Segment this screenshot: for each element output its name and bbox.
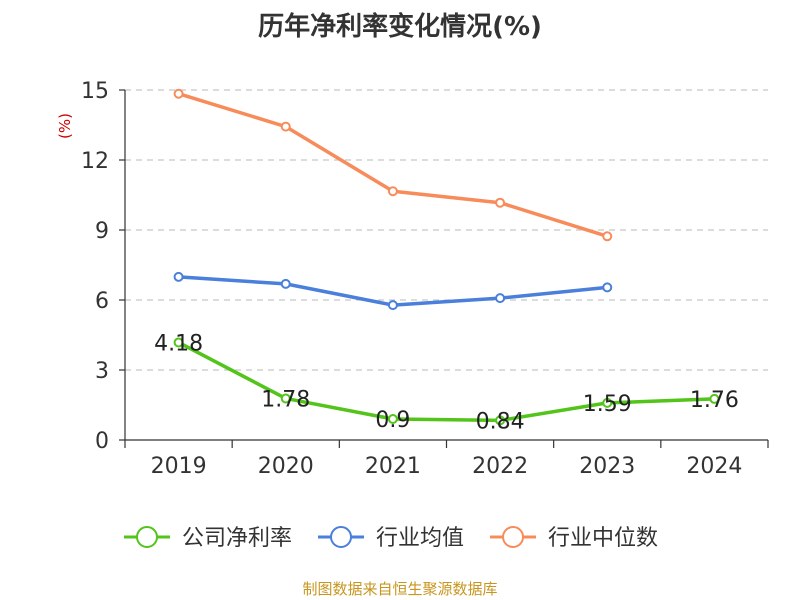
data-point — [280, 278, 291, 289]
data-label: 4.18 — [154, 331, 203, 356]
data-label: 1.76 — [690, 388, 739, 413]
x-tick-label: 2022 — [472, 454, 528, 479]
series-line — [176, 340, 717, 423]
data-label: 0.9 — [375, 408, 410, 433]
y-tick-label: 12 — [81, 149, 109, 174]
x-tick-label: 2019 — [151, 454, 207, 479]
legend-marker — [502, 526, 525, 548]
chart-title: 历年净利率变化情况(%) — [258, 12, 542, 42]
x-tick-label: 2020 — [258, 454, 314, 479]
legend-marker — [330, 526, 353, 548]
x-tick-label: 2024 — [686, 454, 742, 479]
series-line — [176, 91, 609, 239]
data-label: 0.84 — [476, 409, 525, 434]
data-point — [173, 337, 184, 348]
data-point — [495, 197, 506, 208]
y-tick-label: 15 — [81, 79, 109, 104]
data-point — [280, 121, 291, 132]
data-point — [602, 231, 613, 242]
data-point — [495, 293, 506, 304]
axes: 0 3 6 9 12 15 2019 2020 2021 2022 2023 2024 — [81, 79, 769, 479]
legend-label: 行业中位数 — [548, 526, 658, 551]
legend[interactable]: 公司净利率 行业均值 行业中位数 — [124, 526, 658, 551]
x-tick-label: 2021 — [365, 454, 421, 479]
data-point — [387, 414, 398, 424]
y-tick-label: 0 — [95, 429, 109, 454]
y-tick-label: 3 — [95, 359, 109, 384]
data-point — [387, 300, 398, 311]
data-point — [387, 186, 398, 197]
data-point — [602, 282, 613, 293]
data-point — [709, 393, 720, 404]
data-point — [280, 393, 291, 404]
legend-item[interactable]: 行业中位数 — [490, 526, 658, 551]
gridlines — [125, 89, 768, 371]
data-point — [602, 397, 613, 408]
data-point — [173, 271, 184, 282]
x-tick-label: 2023 — [579, 454, 635, 479]
y-tick-label: 6 — [95, 289, 109, 314]
legend-label: 行业均值 — [376, 526, 464, 551]
source-note: 制图数据来自恒生聚源数据库 — [302, 580, 498, 598]
legend-marker — [136, 526, 158, 548]
y-axis-unit-label: (%) — [56, 113, 74, 139]
data-label: 1.59 — [583, 392, 632, 417]
data-label: 1.78 — [261, 387, 310, 412]
data-point — [173, 88, 184, 99]
y-tick-label: 9 — [95, 219, 109, 244]
legend-label: 公司净利率 — [182, 526, 292, 551]
legend-item[interactable]: 公司净利率 — [124, 526, 292, 551]
data-point — [495, 415, 506, 426]
legend-item[interactable]: 行业均值 — [318, 526, 464, 551]
series-group — [173, 88, 720, 426]
data-labels: 4.18 1.78 0.9 0.84 1.59 1.76 — [154, 331, 739, 434]
